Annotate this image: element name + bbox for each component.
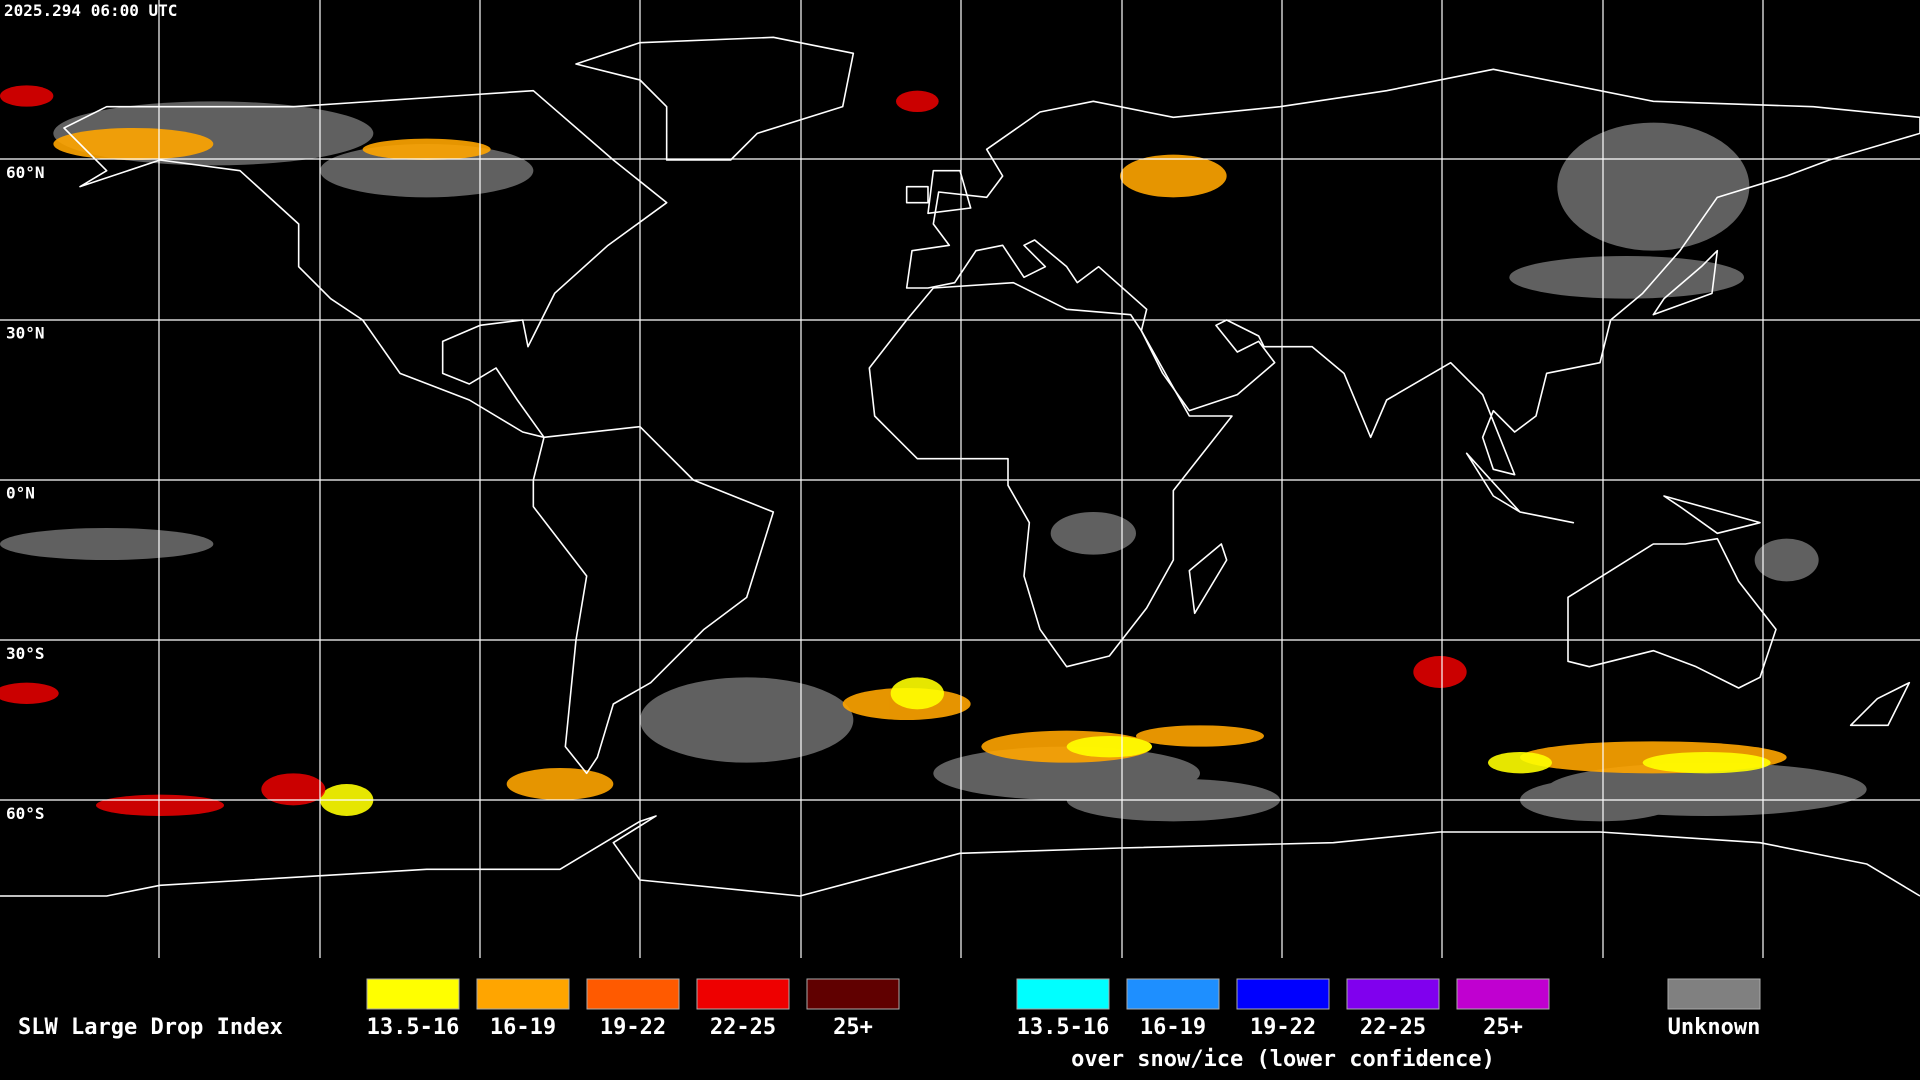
legend-label: Unknown bbox=[1668, 1015, 1761, 1040]
legend: SLW Large Drop Index 13.5-16 16-19 19-22 22-… bbox=[18, 978, 1761, 1072]
legend-swatch bbox=[1236, 978, 1330, 1010]
legend-swatch bbox=[1126, 978, 1220, 1010]
map-layer bbox=[0, 0, 1920, 958]
graticule bbox=[0, 0, 1920, 958]
legend-label: 22-25 bbox=[710, 1015, 776, 1040]
legend-swatch bbox=[586, 978, 680, 1010]
legend-swatch bbox=[1667, 978, 1761, 1010]
latitude-label: 60°N bbox=[6, 163, 45, 182]
legend-swatch bbox=[1456, 978, 1550, 1010]
legend-label: 16-19 bbox=[490, 1015, 556, 1040]
timestamp: 2025.294 06:00 UTC bbox=[4, 1, 177, 20]
legend-swatch bbox=[696, 978, 790, 1010]
latitude-labels: 60°N 30°N 0°N 30°S 60°S bbox=[6, 163, 45, 823]
legend-label: 25+ bbox=[833, 1015, 873, 1040]
legend-label: 13.5-16 bbox=[1017, 1015, 1110, 1040]
coastlines bbox=[0, 37, 1920, 896]
latitude-label: 30°N bbox=[6, 323, 45, 342]
legend-label: 19-22 bbox=[600, 1015, 666, 1040]
legend-label: 19-22 bbox=[1250, 1015, 1316, 1040]
legend-title: SLW Large Drop Index bbox=[18, 1015, 283, 1040]
legend-label: 13.5-16 bbox=[367, 1015, 460, 1040]
legend-label: 25+ bbox=[1483, 1015, 1523, 1040]
legend-swatch bbox=[806, 978, 900, 1010]
legend-caption: over snow/ice (lower confidence) bbox=[1071, 1047, 1495, 1072]
latitude-label: 30°S bbox=[6, 644, 45, 663]
legend-swatch bbox=[476, 978, 570, 1010]
latitude-label: 0°N bbox=[6, 484, 35, 503]
weather-field bbox=[0, 85, 1867, 822]
legend-label: 16-19 bbox=[1140, 1015, 1206, 1040]
legend-swatch bbox=[1016, 978, 1110, 1010]
latitude-label: 60°S bbox=[6, 804, 45, 823]
legend-swatch bbox=[366, 978, 460, 1010]
legend-swatch bbox=[1346, 978, 1440, 1010]
legend-panel bbox=[0, 958, 1920, 1080]
legend-label: 22-25 bbox=[1360, 1015, 1426, 1040]
